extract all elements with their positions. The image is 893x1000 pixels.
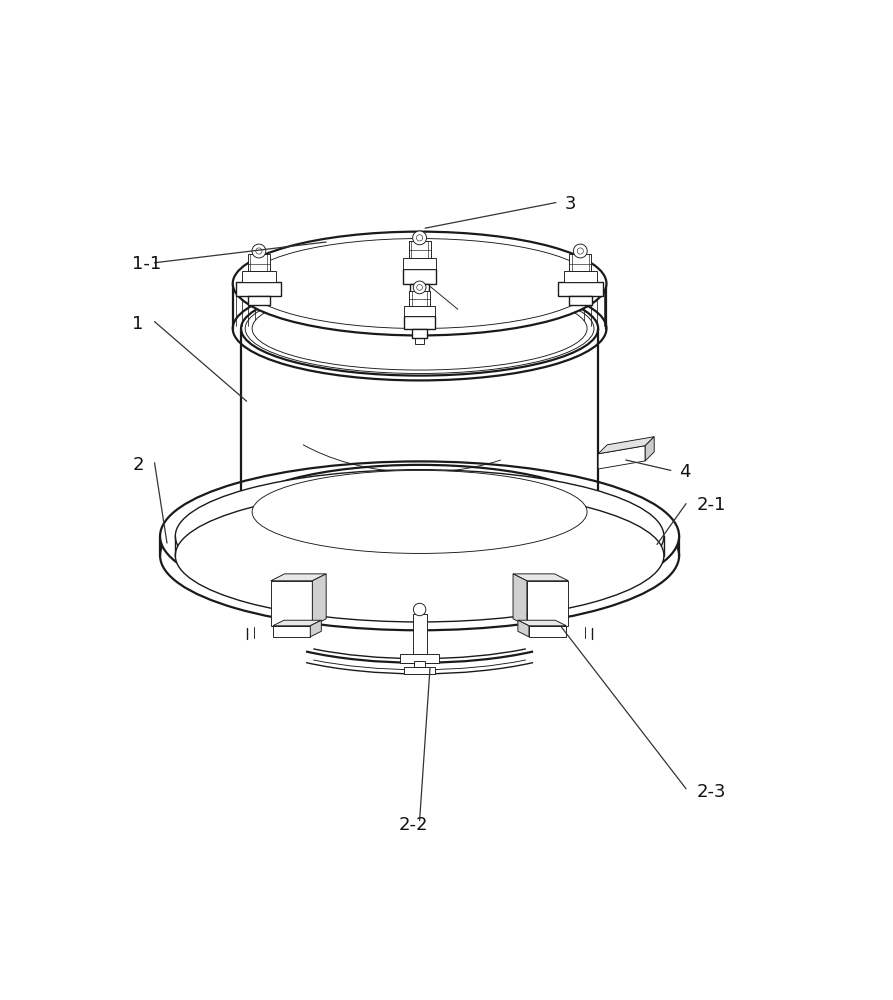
- Bar: [400, 654, 439, 663]
- Ellipse shape: [241, 281, 598, 376]
- Bar: [248, 254, 270, 271]
- Bar: [413, 614, 427, 654]
- Text: 2: 2: [132, 456, 144, 474]
- Ellipse shape: [233, 232, 606, 335]
- Polygon shape: [273, 626, 310, 637]
- Bar: [414, 661, 425, 667]
- Polygon shape: [271, 581, 313, 626]
- Ellipse shape: [175, 470, 663, 603]
- Circle shape: [413, 603, 426, 616]
- Circle shape: [417, 285, 422, 290]
- Bar: [563, 271, 597, 282]
- Bar: [403, 258, 436, 269]
- Ellipse shape: [175, 489, 663, 622]
- Bar: [237, 282, 281, 296]
- Text: 2-2: 2-2: [399, 816, 429, 834]
- Polygon shape: [518, 620, 529, 637]
- Text: 3: 3: [565, 195, 577, 213]
- Ellipse shape: [160, 481, 680, 630]
- Bar: [412, 329, 427, 338]
- Circle shape: [413, 281, 426, 294]
- Polygon shape: [518, 620, 566, 626]
- Polygon shape: [313, 574, 326, 626]
- Ellipse shape: [233, 277, 606, 380]
- Bar: [558, 282, 603, 296]
- Text: 4: 4: [679, 463, 690, 481]
- Bar: [405, 667, 435, 674]
- Bar: [405, 316, 435, 329]
- Bar: [242, 271, 276, 282]
- Polygon shape: [271, 574, 326, 581]
- Circle shape: [255, 248, 262, 254]
- Bar: [403, 269, 436, 284]
- Circle shape: [577, 248, 583, 254]
- Bar: [411, 284, 429, 294]
- Text: 1: 1: [132, 315, 144, 333]
- Ellipse shape: [252, 287, 587, 370]
- Circle shape: [252, 244, 266, 258]
- Ellipse shape: [246, 239, 594, 329]
- Polygon shape: [646, 437, 655, 461]
- Polygon shape: [527, 581, 569, 626]
- Ellipse shape: [246, 284, 594, 374]
- Polygon shape: [598, 437, 655, 454]
- Bar: [405, 306, 435, 316]
- Bar: [247, 296, 271, 305]
- Bar: [408, 241, 430, 258]
- Polygon shape: [513, 574, 569, 581]
- Polygon shape: [529, 626, 566, 637]
- Polygon shape: [598, 446, 646, 469]
- Text: 2-3: 2-3: [697, 783, 726, 801]
- Polygon shape: [310, 620, 321, 637]
- Polygon shape: [513, 574, 527, 626]
- Circle shape: [416, 235, 422, 241]
- Ellipse shape: [252, 470, 587, 553]
- Text: 2-1: 2-1: [697, 496, 726, 514]
- Ellipse shape: [241, 465, 598, 559]
- Polygon shape: [273, 620, 321, 626]
- Bar: [414, 249, 424, 344]
- Circle shape: [573, 244, 588, 258]
- Text: 1-1: 1-1: [132, 255, 162, 273]
- Bar: [569, 296, 591, 305]
- Circle shape: [413, 231, 427, 245]
- Ellipse shape: [160, 461, 680, 611]
- Bar: [569, 254, 591, 271]
- Bar: [409, 291, 430, 306]
